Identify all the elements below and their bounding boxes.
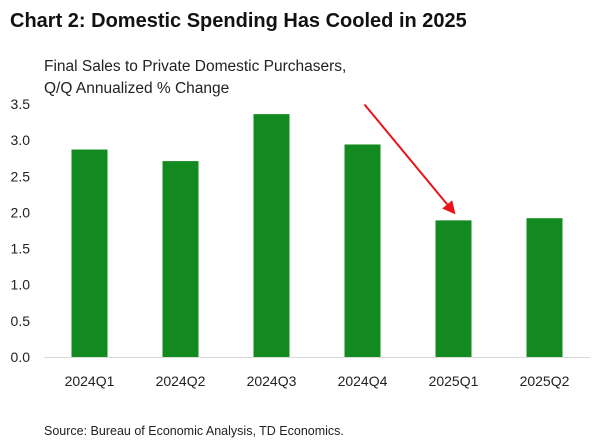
annotation-arrow-line — [363, 103, 448, 206]
subtitle-line-2: Q/Q Annualized % Change — [44, 80, 230, 97]
bar-2024Q2 — [162, 161, 199, 357]
chart-subtitle: Final Sales to Private Domestic Purchase… — [44, 56, 346, 100]
annotation-arrow-head — [442, 200, 456, 215]
y-tick-label: 2.5 — [11, 168, 31, 184]
y-tick-label: 0.5 — [11, 313, 31, 329]
x-tick-label: 2024Q4 — [338, 373, 388, 389]
bar-2025Q2 — [526, 218, 563, 357]
x-tick-label: 2024Q1 — [65, 373, 115, 389]
bar-2024Q3 — [253, 114, 290, 358]
x-tick-label: 2025Q2 — [520, 373, 570, 389]
chart-title: Chart 2: Domestic Spending Has Cooled in… — [10, 10, 467, 32]
y-tick-label: 1.0 — [11, 277, 31, 293]
x-tick-label: 2024Q3 — [247, 373, 297, 389]
y-tick-label: 1.5 — [11, 241, 31, 257]
subtitle-line-1: Final Sales to Private Domestic Purchase… — [44, 58, 347, 75]
x-tick-label: 2025Q1 — [429, 373, 479, 389]
bar-2025Q1 — [435, 220, 472, 357]
y-tick-label: 3.5 — [11, 96, 31, 112]
y-tick-label: 2.0 — [11, 204, 31, 220]
y-tick-label: 3.0 — [11, 132, 31, 148]
y-tick-label: 0.0 — [11, 349, 31, 365]
bar-2024Q4 — [344, 144, 381, 357]
bar-2024Q1 — [71, 149, 108, 357]
source-note: Source: Bureau of Economic Analysis, TD … — [44, 424, 344, 438]
x-tick-label: 2024Q2 — [156, 373, 206, 389]
